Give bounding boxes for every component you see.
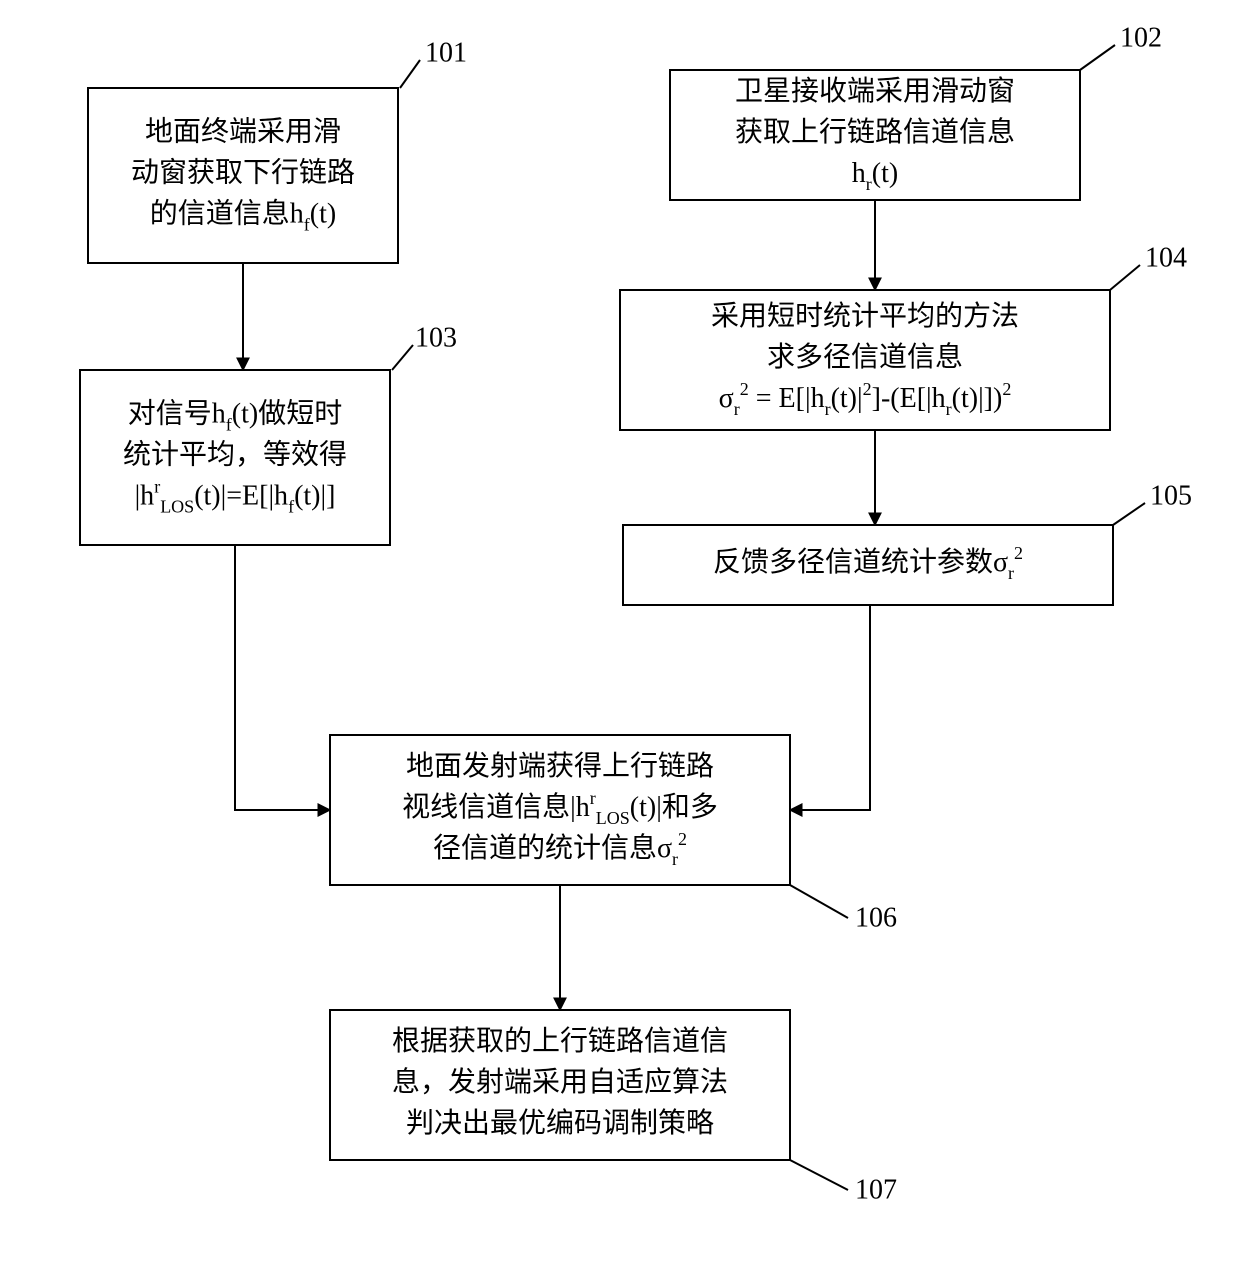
- node-n101: 地面终端采用滑动窗获取下行链路的信道信息hf(t)101: [88, 37, 467, 263]
- svg-text:获取上行链路信道信息: 获取上行链路信道信息: [735, 116, 1015, 148]
- node-label: 104: [1145, 242, 1187, 273]
- label-leader: [1110, 265, 1140, 290]
- label-leader: [790, 1160, 848, 1190]
- node-n102: 卫星接收端采用滑动窗获取上行链路信道信息 hr(t) 102: [670, 22, 1162, 200]
- flowchart: 地面终端采用滑动窗获取下行链路的信道信息hf(t)101 卫星接收端采用滑动窗获取…: [0, 0, 1240, 1267]
- node-n105: 反馈多径信道统计参数σr2 105: [623, 480, 1192, 605]
- svg-text:动窗获取下行链路: 动窗获取下行链路: [131, 157, 355, 189]
- svg-text:卫星接收端采用滑动窗: 卫星接收端采用滑动窗: [735, 75, 1015, 107]
- svg-text:视线信道信息|hrLOS(t)|和多: 视线信道信息|hrLOS(t)|和多: [402, 788, 718, 828]
- svg-text:hr(t): hr(t): [852, 158, 898, 194]
- node-n107: 根据获取的上行链路信道信息，发射端采用自适应算法判决出最优编码调制策略 107: [330, 1010, 897, 1205]
- node-label: 102: [1120, 22, 1162, 53]
- svg-text:地面发射端获得上行链路: 地面发射端获得上行链路: [406, 750, 714, 782]
- edge-n103-n106: [235, 545, 330, 810]
- nodes: 地面终端采用滑动窗获取下行链路的信道信息hf(t)101 卫星接收端采用滑动窗获取…: [80, 22, 1192, 1205]
- svg-text:统计平均，等效得: 统计平均，等效得: [123, 439, 347, 471]
- node-n106: 地面发射端获得上行链路视线信道信息|hrLOS(t)|和多径信道的统计信息σr2…: [330, 735, 897, 933]
- svg-text:地面终端采用滑: 地面终端采用滑: [145, 116, 341, 148]
- svg-text:对信号hf(t)做短时: 对信号hf(t)做短时: [128, 398, 342, 435]
- node-label: 105: [1150, 480, 1192, 511]
- label-leader: [400, 60, 420, 88]
- svg-text:判决出最优编码调制策略: 判决出最优编码调制策略: [406, 1107, 714, 1139]
- node-label: 107: [855, 1174, 897, 1205]
- label-leader: [1113, 503, 1145, 525]
- svg-text:反馈多径信道统计参数σr2: 反馈多径信道统计参数σr2: [713, 543, 1023, 583]
- label-leader: [1080, 45, 1115, 70]
- label-leader: [790, 885, 848, 918]
- svg-text:采用短时统计平均的方法: 采用短时统计平均的方法: [711, 300, 1019, 332]
- node-label: 106: [855, 902, 897, 933]
- svg-text:求多径信道信息: 求多径信道信息: [767, 341, 963, 373]
- label-leader: [392, 345, 413, 370]
- node-label: 101: [425, 37, 467, 68]
- svg-text:息，发射端采用自适应算法: 息，发射端采用自适应算法: [392, 1066, 728, 1098]
- edge-n105-n106: [790, 605, 870, 810]
- node-label: 103: [415, 322, 457, 353]
- svg-text:径信道的统计信息σr2: 径信道的统计信息σr2: [433, 829, 687, 869]
- node-n104: 采用短时统计平均的方法求多径信道信息σr2 = E[|hr(t)|2]-(E[|…: [620, 242, 1187, 430]
- node-n103: 对信号hf(t)做短时统计平均，等效得|hrLOS(t)|=E[|hf(t)|]…: [80, 322, 457, 545]
- svg-text:根据获取的上行链路信道信: 根据获取的上行链路信道信: [392, 1025, 728, 1057]
